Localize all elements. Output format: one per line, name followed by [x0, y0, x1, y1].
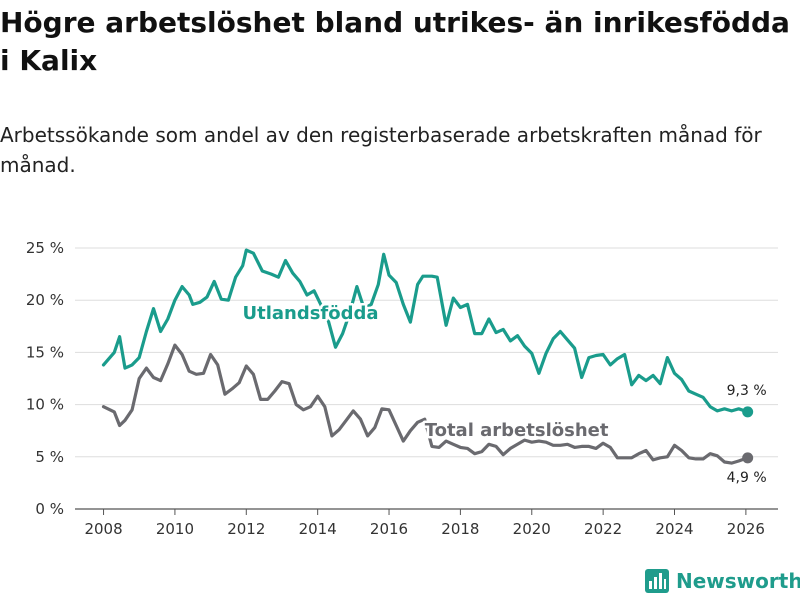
x-tick-label: 2024 — [655, 520, 693, 538]
line-chart: 0 %5 %10 %15 %20 %25 % 2008 2010 2012 2014 2… — [26, 239, 778, 538]
y-tick-label: 20 % — [26, 291, 64, 309]
x-tick-label: 2016 — [370, 520, 408, 538]
x-tick-label: 2022 — [584, 520, 622, 538]
x-tick-label: 2020 — [513, 520, 551, 538]
series-lines — [101, 248, 754, 465]
end-label-total: 4,9 % — [727, 470, 767, 486]
x-tick-label: 2010 — [156, 520, 194, 538]
series-labels: 4,9 % 9,3 % Utlandsfödda Total arbetslöshet — [240, 300, 767, 486]
chart-logo-icon — [645, 569, 669, 593]
series-line-utlandsfodda — [101, 248, 750, 414]
end-point-utlandsfodda — [742, 406, 754, 418]
y-tick-label: 10 % — [26, 396, 64, 414]
series-line-total — [101, 343, 750, 465]
end-label-utlandsfodda: 9,3 % — [727, 383, 767, 399]
y-tick-label: 0 % — [35, 500, 64, 518]
x-tick-label: 2014 — [299, 520, 337, 538]
y-tick-label: 15 % — [26, 343, 64, 361]
chart-subtitle: Arbetssökande som andel av den registerb… — [0, 123, 762, 177]
series-label-total: Total arbetslöshet — [425, 420, 609, 441]
y-axis-ticks: 0 % 5 % 10 % 15 % 20 % 25 % — [26, 239, 64, 518]
chart-title: Högre arbetslöshet bland utrikes- än inr… — [0, 6, 790, 77]
x-tick-label: 2012 — [227, 520, 265, 538]
x-tick-label: 2008 — [84, 520, 122, 538]
series-label-utlandsfodda: Utlandsfödda — [242, 303, 378, 324]
brand-name: Newsworthy — [676, 569, 800, 593]
x-tick-label: 2026 — [727, 520, 765, 538]
y-tick-label: 5 % — [35, 448, 64, 466]
x-tick-label: 2018 — [441, 520, 479, 538]
y-tick-label: 25 % — [26, 239, 64, 257]
brand-logo: Newsworthy — [644, 568, 800, 594]
end-point-total — [742, 452, 754, 464]
x-axis-ticks: 2008 2010 2012 2014 2016 2018 2020 2022 2024 2026 — [84, 509, 765, 538]
